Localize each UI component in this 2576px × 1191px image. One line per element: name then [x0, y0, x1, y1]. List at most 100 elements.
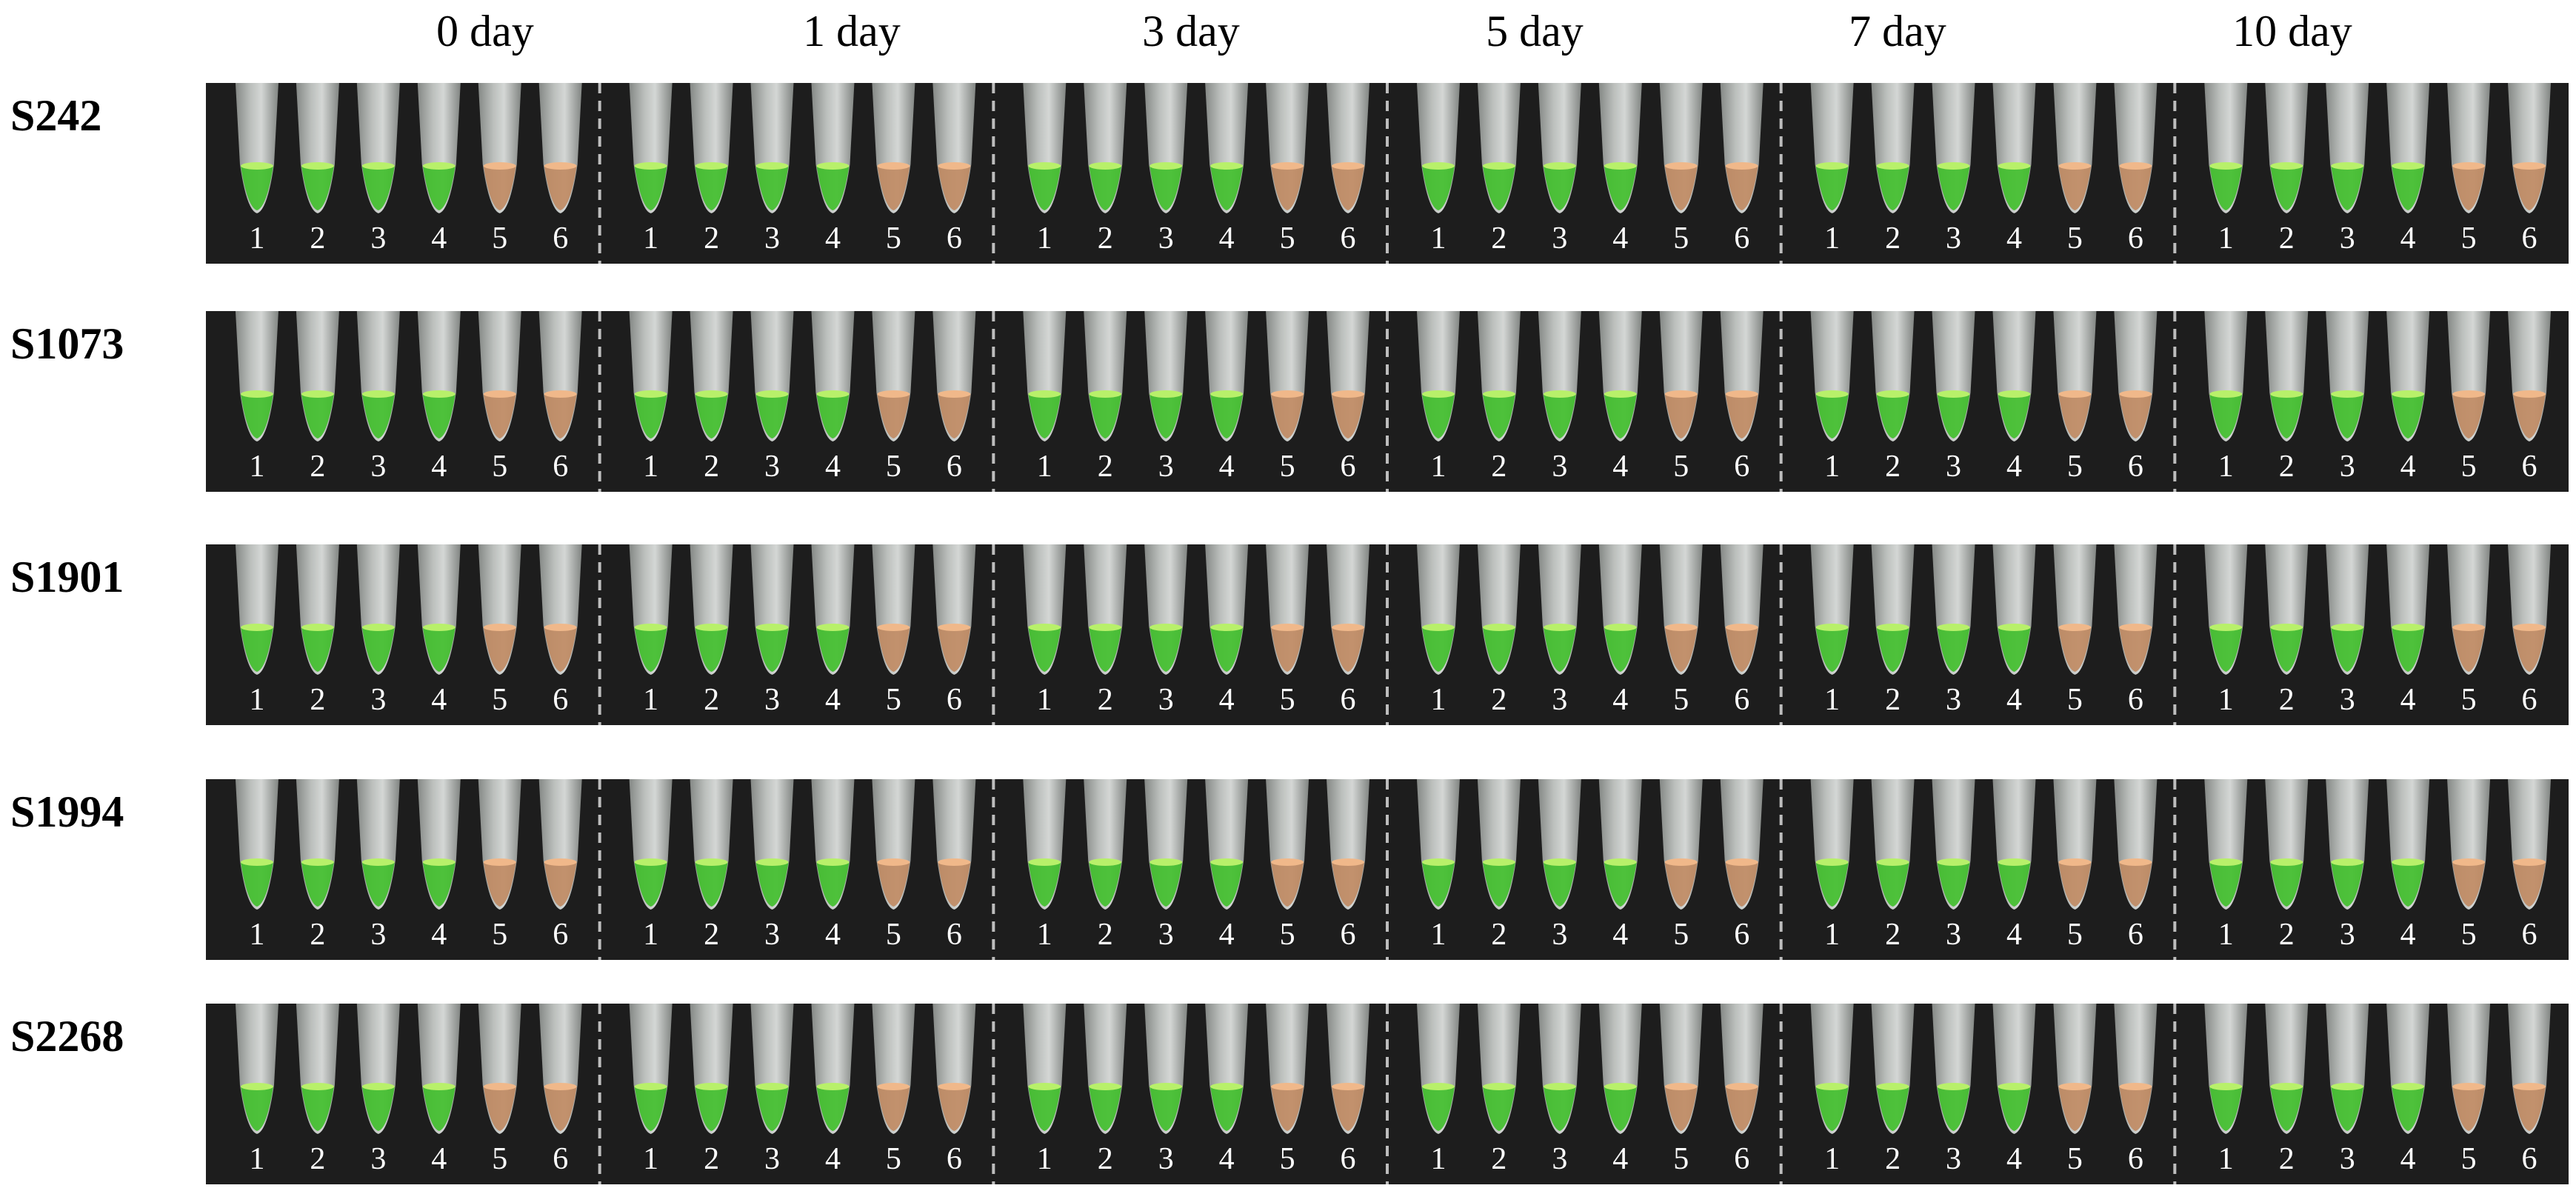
tube-number: 4	[2006, 1142, 2022, 1176]
tube-meniscus	[1028, 624, 1061, 631]
tube-meniscus	[816, 624, 850, 631]
tube-meniscus	[1876, 162, 1909, 170]
tube-liquid	[938, 166, 971, 210]
tube-liquid	[1028, 627, 1061, 672]
tube-number: 1	[643, 1142, 659, 1176]
tube-liquid	[2270, 166, 2303, 210]
tube-number: 3	[1552, 1142, 1568, 1176]
tube-liquid	[2452, 166, 2486, 210]
tube-number: 6	[2127, 683, 2143, 717]
tube-liquid	[1149, 862, 1183, 907]
tube-number: 1	[249, 1142, 265, 1176]
tube-liquid	[1664, 862, 1698, 907]
tube-meniscus	[2392, 1083, 2425, 1090]
tube-meniscus	[2331, 624, 2364, 631]
tube-number: 4	[431, 683, 447, 717]
tube-number: 5	[2066, 221, 2083, 256]
tube-liquid	[1998, 1087, 2031, 1131]
tube-meniscus	[301, 858, 334, 866]
tube-number: 1	[1036, 221, 1052, 256]
sample-label: S1901	[10, 553, 124, 601]
tube-meniscus	[1089, 858, 1122, 866]
tube-number: 3	[1946, 221, 1962, 256]
tube-photo-strip: 1 2 3 4 5 6 1 2 3 4 5 6 1 2 3 4 5 6 1 2 3 4 5 6 1 2 3 4 5 6 1 2 3 4 5 6	[206, 1004, 2569, 1184]
tube-meniscus	[1876, 390, 1909, 398]
tube-meniscus	[1937, 858, 1970, 866]
tube-liquid	[1937, 862, 1970, 907]
tube-liquid	[2119, 166, 2152, 210]
tube-number: 3	[2339, 221, 2355, 256]
tube-number: 4	[2400, 450, 2416, 484]
tube-number: 1	[2218, 450, 2234, 484]
tube-meniscus	[2513, 624, 2546, 631]
tube-liquid	[1271, 394, 1304, 438]
tube-meniscus	[695, 624, 728, 631]
tube-number: 4	[2400, 221, 2416, 256]
tube-liquid	[755, 1087, 789, 1131]
tube-meniscus	[695, 1083, 728, 1090]
tube-liquid	[695, 1087, 728, 1131]
tube-number: 4	[431, 450, 447, 484]
tube-meniscus	[2331, 1083, 2364, 1090]
tube-meniscus	[1149, 1083, 1183, 1090]
tube-meniscus	[1725, 1083, 1758, 1090]
tube-number: 6	[1734, 918, 1750, 952]
tube-liquid	[1028, 394, 1061, 438]
tube-meniscus	[483, 624, 516, 631]
tube-meniscus	[2058, 390, 2092, 398]
tube-number: 3	[1946, 918, 1962, 952]
tube-number: 5	[2066, 450, 2083, 484]
tube-liquid	[240, 166, 273, 210]
tube-number: 1	[1824, 918, 1841, 952]
tube-liquid	[2392, 1087, 2425, 1131]
sample-label: S1994	[10, 787, 124, 836]
tube-liquid	[1876, 627, 1909, 672]
tube-meniscus	[755, 1083, 789, 1090]
tube-meniscus	[877, 624, 910, 631]
tube-liquid	[361, 394, 395, 438]
tube-number: 5	[2460, 450, 2477, 484]
tube-meniscus	[240, 1083, 273, 1090]
tube-liquid	[422, 394, 456, 438]
tube-meniscus	[816, 390, 850, 398]
tube-liquid	[2392, 627, 2425, 672]
tube-meniscus	[1028, 162, 1061, 170]
tube-number: 6	[946, 683, 962, 717]
sample-label: S1073	[10, 319, 124, 368]
tube-number: 1	[249, 918, 265, 952]
tube-number: 4	[2400, 683, 2416, 717]
tube-meniscus	[755, 624, 789, 631]
tube-number: 5	[885, 221, 901, 256]
tube-number: 3	[370, 683, 387, 717]
tube-liquid	[361, 862, 395, 907]
tube-number: 3	[1158, 683, 1174, 717]
tube-meniscus	[1937, 162, 1970, 170]
tube-meniscus	[1482, 858, 1515, 866]
tube-number: 1	[643, 221, 659, 256]
tube-meniscus	[2513, 858, 2546, 866]
tube-liquid	[2513, 627, 2546, 672]
tube-liquid	[1664, 394, 1698, 438]
tube-number: 5	[1279, 918, 1295, 952]
tube-photo	[235, 544, 2552, 725]
tube-meniscus	[938, 858, 971, 866]
tube-meniscus	[2392, 858, 2425, 866]
tube-meniscus	[1664, 1083, 1698, 1090]
tube-meniscus	[2392, 390, 2425, 398]
tube-number: 3	[370, 918, 387, 952]
tube-liquid	[2331, 166, 2364, 210]
tube-liquid	[816, 166, 850, 210]
tube-liquid	[483, 166, 516, 210]
tube-number: 4	[2400, 1142, 2416, 1176]
tube-meniscus	[240, 162, 273, 170]
tube-meniscus	[1210, 858, 1244, 866]
tube-meniscus	[938, 162, 971, 170]
tube-liquid	[877, 166, 910, 210]
tube-number: 6	[1734, 221, 1750, 256]
tube-liquid	[1937, 627, 1970, 672]
tube-photo-strip: 1 2 3 4 5 6 1 2 3 4 5 6 1 2 3 4 5 6 1 2 3 4 5 6 1 2 3 4 5 6 1 2 3 4 5 6	[206, 779, 2569, 960]
tube-meniscus	[2119, 858, 2152, 866]
tube-number: 6	[1340, 450, 1356, 484]
tube-meniscus	[422, 390, 456, 398]
tube-liquid	[1089, 394, 1122, 438]
